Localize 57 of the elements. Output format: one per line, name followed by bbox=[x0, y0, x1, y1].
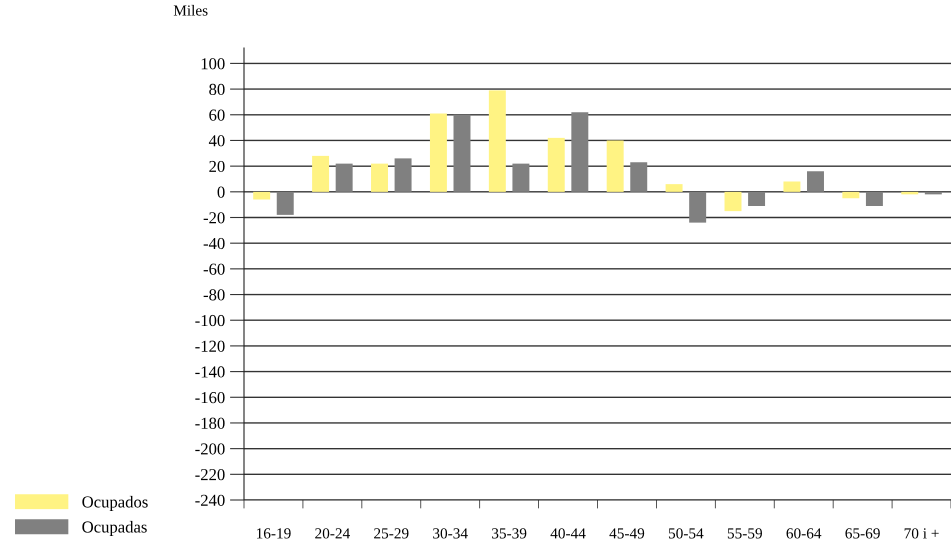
x-tick-label: 65-69 bbox=[845, 528, 880, 539]
y-tick-label: -100 bbox=[195, 314, 225, 326]
y-tick-label: -20 bbox=[204, 212, 225, 224]
bar bbox=[842, 192, 860, 198]
bar bbox=[606, 140, 624, 192]
x-tick-label: 55-59 bbox=[728, 528, 762, 539]
y-tick-label: -160 bbox=[195, 392, 225, 404]
bar bbox=[371, 164, 388, 192]
bar bbox=[276, 192, 294, 215]
y-tick-label: -40 bbox=[204, 238, 225, 250]
y-tick-label: 100 bbox=[202, 58, 225, 70]
y-tick-label: 0 bbox=[218, 186, 225, 198]
bar bbox=[866, 192, 883, 206]
bar bbox=[488, 90, 506, 192]
x-tick-label: 60-64 bbox=[786, 528, 822, 539]
x-tick-label: 20-24 bbox=[315, 528, 350, 539]
bar bbox=[807, 171, 824, 192]
y-tick-label: -60 bbox=[204, 264, 225, 275]
x-tick-label: 16-19 bbox=[256, 528, 291, 539]
bar bbox=[924, 192, 942, 194]
y-tick-label: -180 bbox=[195, 418, 225, 429]
bar bbox=[724, 192, 742, 212]
bar bbox=[394, 158, 412, 192]
x-tick-label: 45-49 bbox=[609, 528, 644, 539]
y-tick-label: 40 bbox=[208, 135, 225, 146]
legend-label: Ocupados bbox=[82, 496, 148, 511]
bar bbox=[666, 184, 683, 192]
y-tick-label: -220 bbox=[195, 469, 225, 480]
bar bbox=[783, 182, 800, 192]
bar bbox=[901, 192, 918, 194]
y-tick-label: -240 bbox=[195, 494, 225, 506]
x-tick-label: 40-44 bbox=[550, 528, 586, 539]
x-tick-label: 35-39 bbox=[492, 528, 526, 539]
x-tick-label: 50-54 bbox=[668, 528, 704, 539]
bar bbox=[454, 114, 470, 192]
bar bbox=[748, 192, 766, 206]
bar bbox=[430, 113, 447, 192]
y-tick-label: -120 bbox=[195, 340, 225, 352]
y-tick-label: -140 bbox=[195, 366, 225, 378]
bar bbox=[336, 164, 353, 192]
y-axis-title: Miles bbox=[174, 4, 208, 16]
y-tick-label: 80 bbox=[209, 84, 225, 96]
y-tick-label: 60 bbox=[209, 109, 225, 121]
y-tick-label: -200 bbox=[195, 443, 225, 455]
legend-label: Ocupadas bbox=[82, 520, 147, 536]
bar bbox=[512, 164, 530, 192]
bar bbox=[689, 192, 706, 223]
x-tick-label: 30-34 bbox=[433, 528, 468, 539]
y-tick-label: -80 bbox=[204, 289, 225, 300]
bar bbox=[312, 156, 330, 192]
bar bbox=[630, 162, 648, 192]
bar bbox=[253, 192, 270, 200]
y-tick-label: 20 bbox=[209, 160, 225, 172]
x-tick-label: 25-29 bbox=[374, 528, 408, 539]
bar bbox=[571, 112, 588, 192]
x-tick-label: 70 i + bbox=[904, 528, 939, 539]
bar bbox=[548, 138, 565, 192]
